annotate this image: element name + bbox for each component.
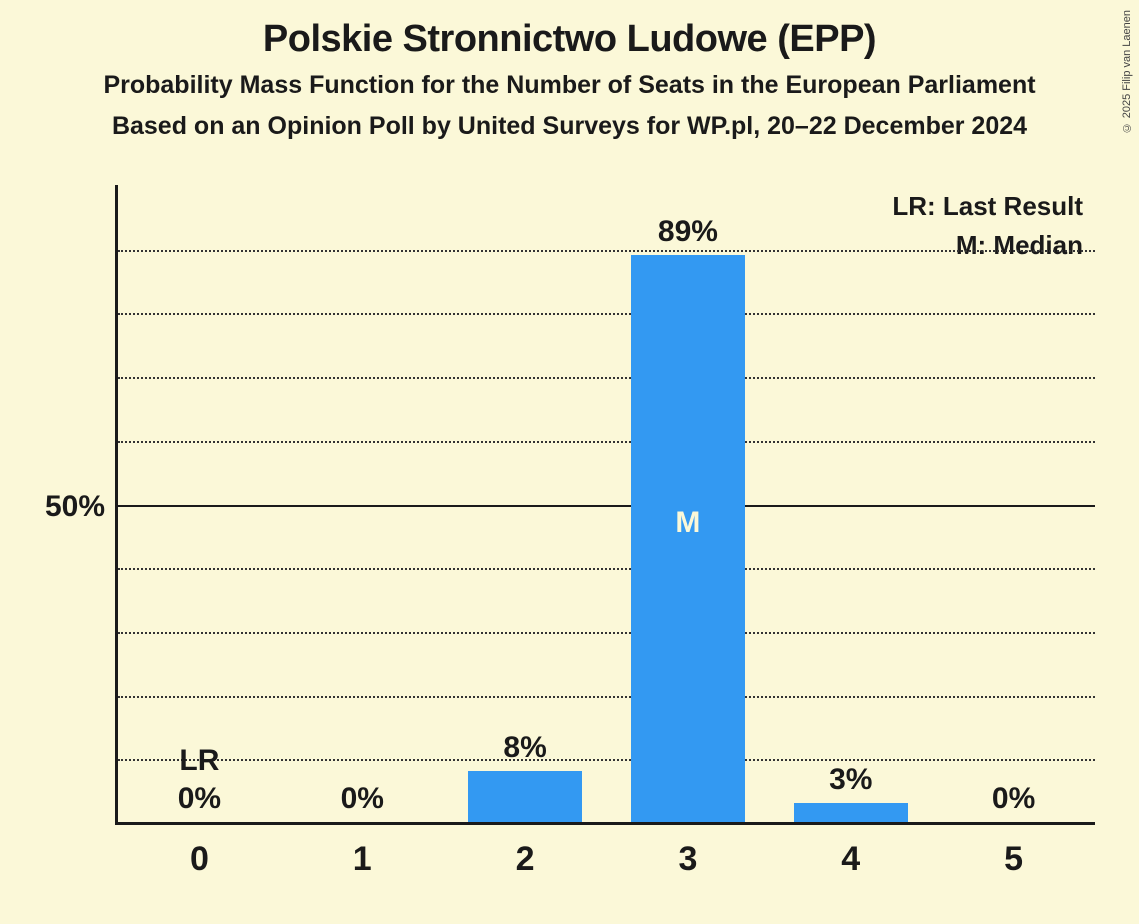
median-marker: M bbox=[607, 506, 770, 540]
bar-slot: 0%5 bbox=[932, 185, 1095, 822]
bar-slot: 8%2 bbox=[444, 185, 607, 822]
x-tick-label: 4 bbox=[769, 840, 932, 879]
x-tick-label: 3 bbox=[607, 840, 770, 879]
bar-value-label: 0% bbox=[932, 782, 1095, 816]
x-tick-label: 0 bbox=[118, 840, 281, 879]
copyright-text: © 2025 Filip van Laenen bbox=[1121, 10, 1133, 133]
x-axis bbox=[115, 822, 1095, 825]
bar bbox=[468, 771, 582, 822]
chart-title: Polskie Stronnictwo Ludowe (EPP) bbox=[0, 18, 1139, 61]
bar-value-label: 3% bbox=[769, 763, 932, 797]
bar-value-label: 89% bbox=[607, 215, 770, 249]
bars-container: 0%LR00%18%289%M33%40%5 bbox=[118, 185, 1095, 822]
y-tick-label: 50% bbox=[30, 490, 105, 524]
x-tick-label: 5 bbox=[932, 840, 1095, 879]
bar-slot: 89%M3 bbox=[607, 185, 770, 822]
bar bbox=[794, 803, 908, 822]
bar-value-label: 0% bbox=[281, 782, 444, 816]
chart-subtitle-2: Based on an Opinion Poll by United Surve… bbox=[0, 112, 1139, 141]
x-tick-label: 2 bbox=[444, 840, 607, 879]
bar-slot: 3%4 bbox=[769, 185, 932, 822]
lr-marker: LR bbox=[118, 744, 281, 778]
chart-plot-area: LR: Last Result M: Median 0%LR00%18%289%… bbox=[115, 185, 1095, 825]
bar-value-label: 0% bbox=[118, 782, 281, 816]
x-tick-label: 1 bbox=[281, 840, 444, 879]
bar-slot: 0%1 bbox=[281, 185, 444, 822]
bar-slot: 0%LR0 bbox=[118, 185, 281, 822]
bar-value-label: 8% bbox=[444, 731, 607, 765]
chart-subtitle-1: Probability Mass Function for the Number… bbox=[0, 71, 1139, 100]
